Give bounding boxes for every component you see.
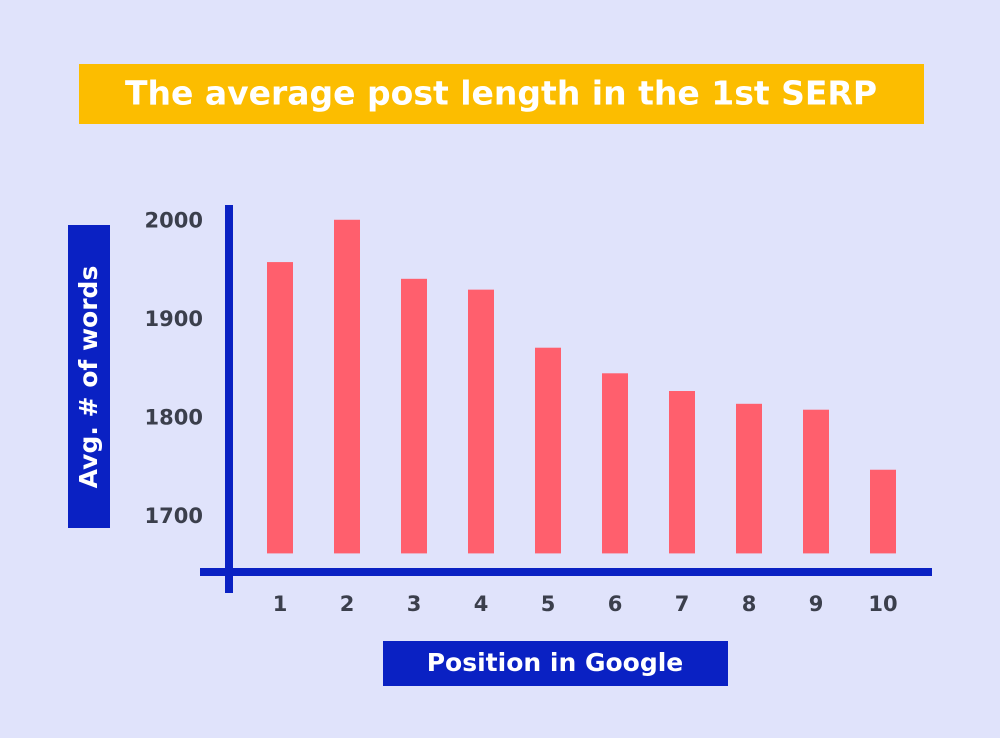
x-tick-label: 4 [474,592,489,616]
x-tick-label: 9 [809,592,824,616]
title-box [79,64,924,124]
x-tick-label: 10 [868,592,897,616]
bar [334,219,360,554]
bar [267,262,293,554]
bar [468,289,494,554]
y-axis [225,205,233,593]
x-label-box [383,641,728,686]
x-tick-label: 6 [608,592,623,616]
bar [401,278,427,554]
y-tick-label: 2000 [145,209,203,233]
bar [803,409,829,554]
x-tick-label: 2 [340,592,355,616]
y-tick-label: 1700 [145,504,203,528]
chart-title: The average post length in the 1st SERP [125,74,877,113]
x-tick-label: 3 [407,592,422,616]
x-axis [200,568,932,576]
y-tick-label: 1800 [145,406,203,430]
x-tick-label: 8 [742,592,757,616]
x-tick-label: 1 [273,592,288,616]
bar [669,391,695,554]
bar [535,347,561,554]
bar [870,469,896,554]
y-label-box [68,225,110,528]
x-axis-label: Position in Google [427,648,684,677]
x-tick-label: 7 [675,592,690,616]
y-axis-label: Avg. # of words [74,266,103,489]
bar [736,403,762,554]
x-tick-label: 5 [541,592,556,616]
bar [602,373,628,554]
y-tick-label: 1900 [145,307,203,331]
